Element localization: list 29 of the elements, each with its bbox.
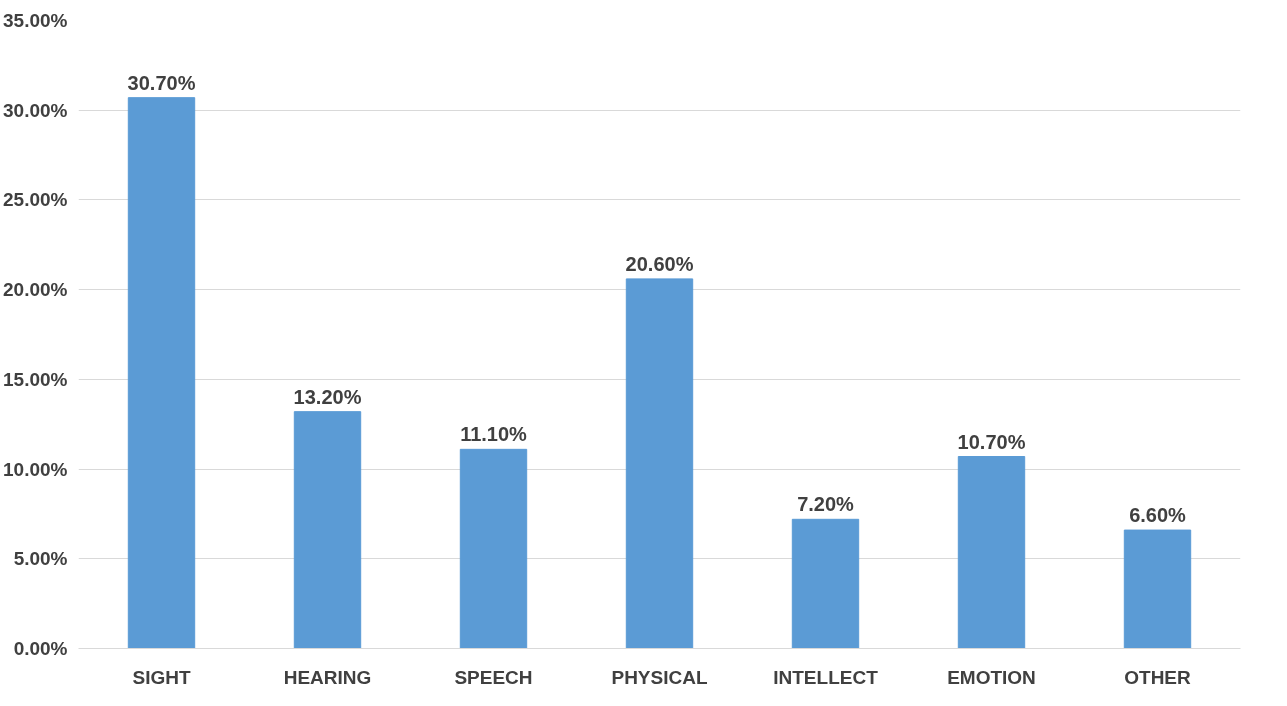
data-label: 30.70% [127,71,196,94]
data-label: 13.20% [293,385,362,408]
x-tick-label: SIGHT [132,666,191,688]
data-label: 10.70% [957,430,1026,453]
bar [1123,529,1192,649]
y-tick-label: 0.00% [13,638,68,659]
bar [791,518,860,649]
y-tick-label: 5.00% [13,548,68,570]
data-label: 11.10% [460,423,528,446]
y-tick-label: 15.00% [3,368,68,390]
y-tick-label: 10.00% [3,458,68,480]
data-label: 7.20% [797,493,855,516]
x-tick-label: SPEECH [454,666,533,688]
y-tick-label: 35.00% [3,10,68,31]
data-label: 6.60% [1129,504,1187,527]
bar [293,411,362,649]
bar [127,97,196,649]
y-tick-label: 30.00% [3,99,68,121]
data-label: 20.60% [625,252,694,275]
x-tick-label: PHYSICAL [611,666,708,688]
bar [957,456,1026,649]
y-tick-label: 20.00% [3,279,68,301]
x-tick-label: HEARING [283,666,372,688]
bar [459,448,528,649]
bar [625,278,694,649]
x-tick-label: INTELLECT [773,666,879,688]
x-tick-label: OTHER [1124,666,1192,688]
x-tick-label: EMOTION [947,666,1036,688]
y-tick-label: 25.00% [3,189,68,211]
